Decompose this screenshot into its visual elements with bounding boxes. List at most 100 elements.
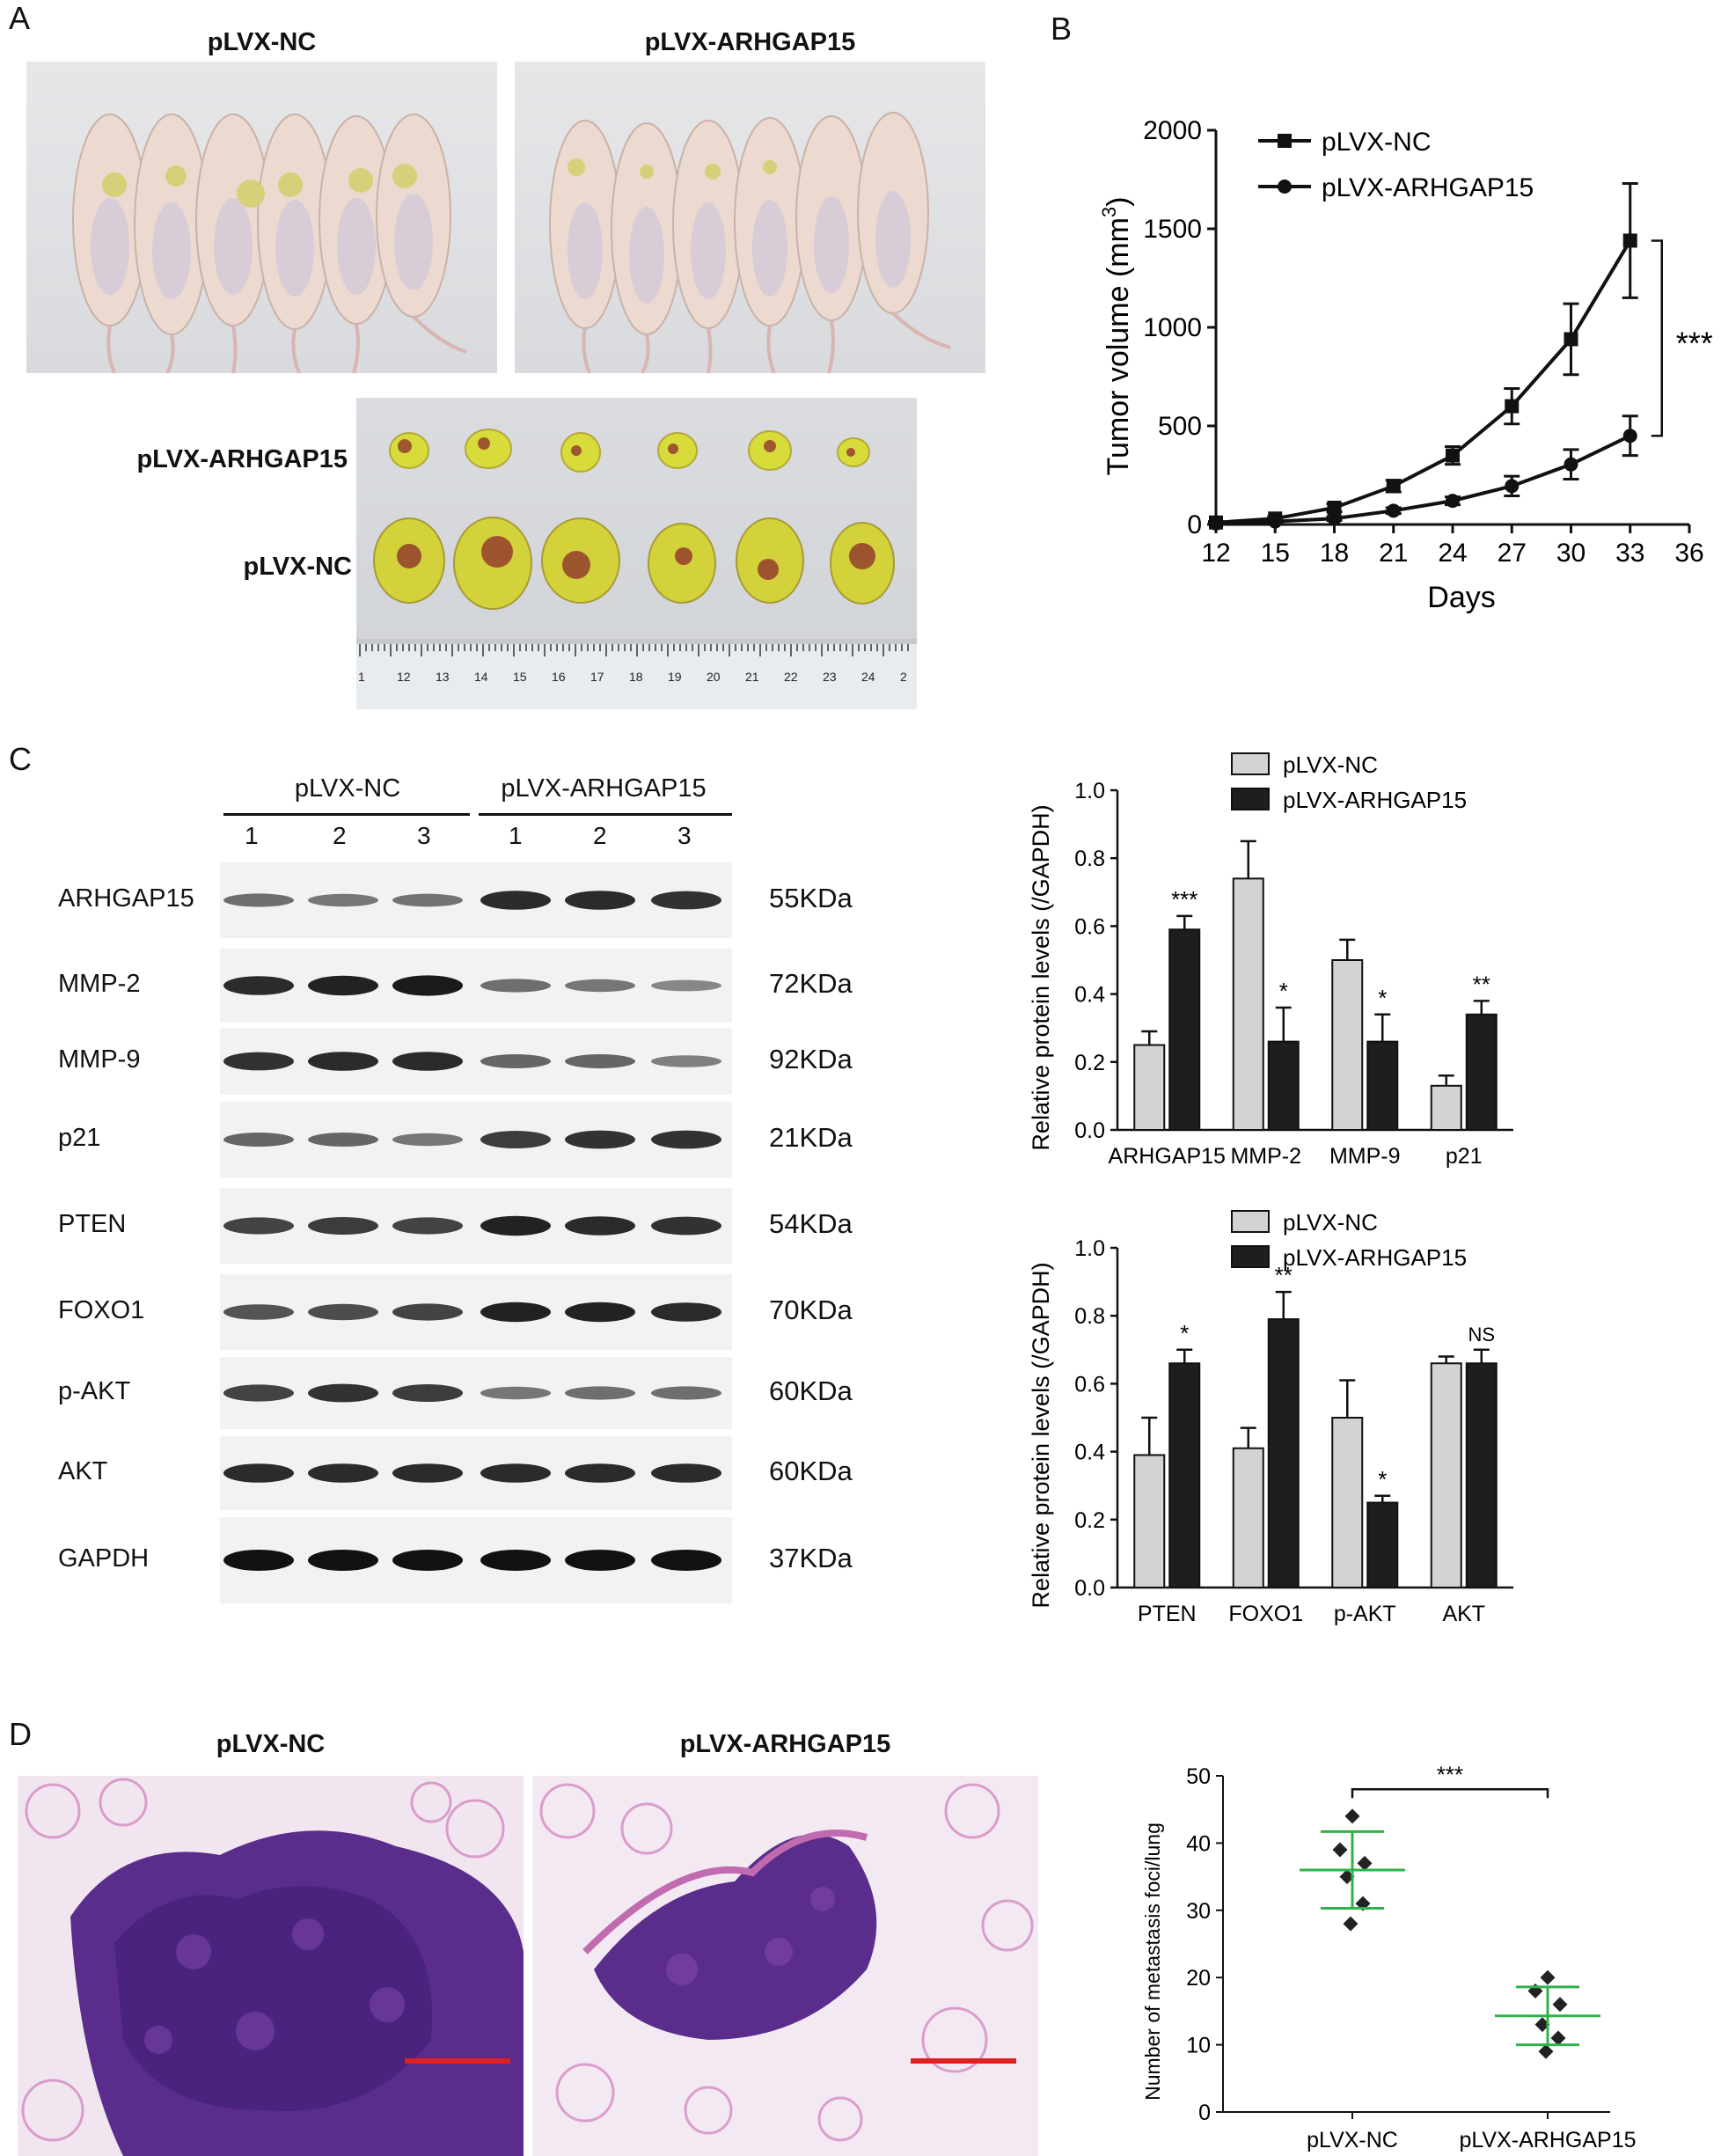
mice-photo-arhgap15 [515, 62, 985, 373]
blot-protein-label: PTEN [58, 1210, 127, 1238]
data-point [1538, 2043, 1554, 2059]
group-line-arhgap15 [479, 813, 732, 816]
bar [1331, 959, 1364, 1131]
blot-kda-label: 55KDa [769, 883, 853, 913]
blot-protein-label: GAPDH [58, 1544, 150, 1573]
legend-label: pLVX-ARHGAP15 [1322, 173, 1534, 202]
blot-protein-label: MMP-9 [58, 1045, 141, 1074]
bar [1430, 1084, 1462, 1132]
blot-band [565, 1386, 635, 1400]
blot-band [565, 891, 635, 910]
category-label: FOXO1 [1228, 1602, 1303, 1626]
bar [1133, 1454, 1166, 1588]
data-point [1343, 1916, 1358, 1932]
blot-band [480, 1215, 551, 1236]
group-label-arhgap15: pLVX-ARHGAP15 [501, 774, 707, 803]
tumor-growth-chart: 0 500 1000 1500 2000 12 15 18 21 24 27 30 33 36 Days Tu… [1098, 116, 1713, 614]
ruler-label: 16 [552, 670, 566, 684]
blot-band [480, 1054, 551, 1068]
significance-mark: * [1279, 978, 1288, 1004]
mice-arhgap15-illustration [549, 112, 951, 373]
mice-label-arhgap15: pLVX-ARHGAP15 [644, 28, 856, 56]
y-tick-label: 20 [1186, 1966, 1211, 1991]
blot-band [308, 1463, 378, 1483]
blot-band [223, 1384, 294, 1402]
blot-band [565, 1302, 635, 1323]
y-tick-label: 2000 [1143, 116, 1202, 145]
series-line [1215, 434, 1631, 525]
mice-label-nc: pLVX-NC [207, 28, 317, 56]
blot-band [392, 1133, 463, 1147]
y-tick-label: 30 [1186, 1899, 1211, 1924]
blot-band [308, 975, 378, 996]
bar [1430, 1362, 1462, 1588]
blot-protein-label: FOXO1 [58, 1296, 145, 1324]
blot-band [565, 1216, 635, 1236]
group-line-nc [223, 813, 470, 816]
blot-row [220, 1357, 732, 1429]
blot-kda-label: 60KDa [769, 1456, 853, 1486]
data-point [1357, 1855, 1373, 1871]
blot-protein-label: ARHGAP15 [58, 884, 194, 913]
blot-band [651, 1463, 721, 1483]
scale-bar-nc [405, 2058, 510, 2064]
bar [1168, 928, 1201, 1131]
y-axis-label: Relative protein levels (/GAPDH) [1028, 1262, 1054, 1608]
data-point [1386, 503, 1401, 518]
blot-kda-label: 72KDa [769, 968, 853, 999]
data-point [1564, 457, 1578, 472]
data-point [1505, 479, 1520, 494]
blot-bands [223, 1130, 721, 1149]
lane-number: 2 [333, 822, 347, 849]
blot-row [220, 949, 732, 1023]
data-point [1552, 1997, 1568, 2013]
x-tick-label: 24 [1438, 539, 1467, 568]
lane-number: 1 [509, 822, 523, 849]
he-photo-arhgap15 [532, 1776, 1038, 2156]
category-label: AKT [1442, 1602, 1485, 1626]
data-point [1332, 1842, 1348, 1858]
blot-kda-label: 60KDa [769, 1375, 853, 1406]
data-point [1505, 399, 1520, 414]
blot-header: pLVX-NC pLVX-ARHGAP15 [220, 774, 732, 827]
y-tick-label: 1000 [1143, 313, 1202, 342]
category-label: p21 [1446, 1144, 1483, 1169]
bar [1366, 1501, 1399, 1588]
blot-band [392, 1550, 463, 1571]
mice-photo-nc [26, 62, 497, 373]
legend-swatch [1231, 752, 1270, 775]
blot-row [220, 1028, 732, 1095]
legend-swatch [1231, 788, 1270, 810]
significance-mark: ** [1473, 971, 1490, 997]
blot-band [651, 979, 721, 992]
category-label: p-AKT [1334, 1602, 1396, 1626]
y-tick-label: 0.8 [1074, 847, 1105, 871]
blot-bands [223, 975, 721, 996]
y-tick-label: 0.2 [1074, 1508, 1105, 1533]
blot-protein-label: p-AKT [58, 1377, 131, 1405]
data-point [1344, 1808, 1360, 1824]
blot-band [565, 1130, 635, 1149]
data-point [1339, 1869, 1355, 1885]
ruler-label: 2 [900, 670, 907, 684]
tumor-growth-legend: pLVX-NC pLVX-ARHGAP15 [1258, 128, 1534, 202]
legend-swatch [1231, 1245, 1270, 1268]
blot-band [480, 891, 551, 910]
category-label: PTEN [1138, 1602, 1197, 1626]
blot-kda-label: 92KDa [769, 1044, 853, 1074]
significance-bracket [1351, 1788, 1549, 1799]
he-label-arhgap15: pLVX-ARHGAP15 [679, 1730, 891, 1758]
data-point [1564, 332, 1578, 347]
x-tick-label: 21 [1379, 539, 1408, 568]
blot-band [223, 1304, 294, 1320]
he-nc-illustration [18, 1776, 524, 2156]
significance-mark: NS [1468, 1324, 1495, 1346]
significance-mark: * [1378, 985, 1387, 1011]
he-label-nc: pLVX-NC [216, 1730, 326, 1758]
blot-band [223, 893, 294, 907]
x-tick-label: 27 [1498, 539, 1527, 568]
bar [1331, 1417, 1364, 1588]
blot-band [480, 1463, 551, 1483]
metastasis-chart: 0 10 20 30 40 50 Number of metastasis foci/lun… [1141, 1761, 1637, 2152]
scale-bar-arhgap15 [911, 2058, 1016, 2064]
